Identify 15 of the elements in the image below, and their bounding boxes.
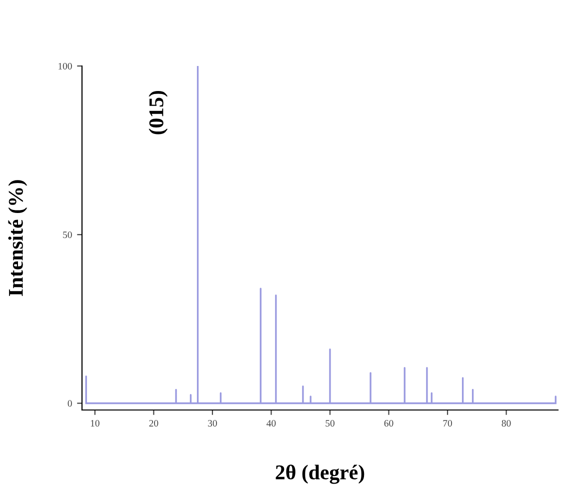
x-axis-title: 2θ (degré) (276, 464, 364, 484)
x-tick-label: 40 (266, 420, 276, 427)
x-tick-label: 30 (208, 420, 217, 427)
x-tick-label: 10 (90, 420, 100, 427)
x-tick-label: 50 (326, 420, 334, 427)
x-tick-label: 80 (502, 420, 511, 427)
y-axis-title: Intensité (%) (8, 180, 28, 296)
y-tick-label: 50 (63, 232, 72, 238)
x-tick-label: 20 (149, 420, 158, 427)
x-tick-label: 70 (443, 420, 452, 427)
y-tick-label: 100 (58, 62, 72, 70)
x-tick-label: 60 (384, 420, 394, 427)
annotation: (015) (148, 90, 168, 134)
line-series (85, 66, 556, 404)
y-tick-label: 0 (68, 400, 72, 407)
